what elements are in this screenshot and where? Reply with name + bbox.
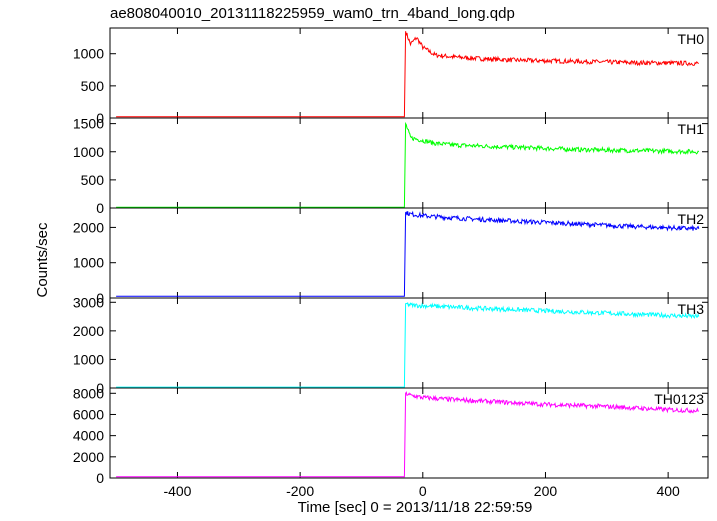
y-tick-label: 500 — [81, 78, 105, 94]
y-tick-label: 500 — [81, 172, 105, 188]
panel-name-label: TH3 — [678, 301, 705, 317]
series-line-th2 — [116, 210, 700, 297]
panel-th0: 0 500 1000 TH0 — [73, 27, 709, 126]
y-tick-label: 1000 — [73, 144, 104, 160]
panel-name-label: TH2 — [678, 211, 705, 227]
series-line-th3 — [116, 302, 700, 388]
y-tick-label: 2000 — [73, 449, 104, 465]
series-line-th0 — [116, 31, 699, 118]
x-tick-label: 200 — [534, 483, 558, 499]
panel-th3: 0 1000 2000 3000 TH3 — [73, 294, 709, 396]
y-tick-label: 3000 — [73, 294, 104, 310]
panel-th2: 0 1000 2000 TH2 — [73, 207, 709, 306]
x-tick-label: -400 — [163, 483, 191, 499]
y-tick-label: 8000 — [73, 385, 104, 401]
y-tick-label: 1000 — [73, 255, 104, 271]
y-tick-label: 1000 — [73, 46, 104, 62]
panel-th0123: 0 2000 4000 6000 8000 TH0123 — [73, 385, 709, 486]
x-axis-label: Time [sec] 0 = 2013/11/18 22:59:59 — [298, 499, 533, 516]
panel-name-label: TH0 — [678, 31, 705, 47]
y-axis-label: Counts/sec — [34, 222, 51, 298]
y-tick-label: 0 — [96, 470, 104, 486]
chart-title: ae808040010_20131118225959_wam0_trn_4ban… — [110, 5, 515, 22]
y-tick-label: 2000 — [73, 323, 104, 339]
panel-th1: 0 500 1000 1500 TH1 — [73, 116, 709, 216]
y-tick-label: 6000 — [73, 406, 104, 422]
panel-frame — [109, 207, 709, 299]
series-line-th0123 — [116, 391, 700, 478]
series-line-th1 — [116, 121, 700, 208]
y-tick-label: 1500 — [73, 116, 104, 132]
y-tick-label: 0 — [96, 290, 104, 306]
y-tick-label: 4000 — [73, 428, 104, 444]
x-tick-label: 400 — [656, 483, 680, 499]
x-tick-label: -200 — [286, 483, 314, 499]
y-tick-label: 0 — [96, 110, 104, 126]
panel-frame — [109, 27, 709, 119]
panel-frame — [109, 297, 709, 389]
y-tick-label: 0 — [96, 380, 104, 396]
panel-name-label: TH0123 — [654, 391, 704, 407]
x-tick-label: 0 — [419, 483, 427, 499]
y-tick-label: 0 — [96, 200, 104, 216]
panel-frame — [109, 387, 709, 479]
y-tick-label: 2000 — [73, 219, 104, 235]
y-tick-label: 1000 — [73, 351, 104, 367]
panel-name-label: TH1 — [678, 121, 705, 137]
